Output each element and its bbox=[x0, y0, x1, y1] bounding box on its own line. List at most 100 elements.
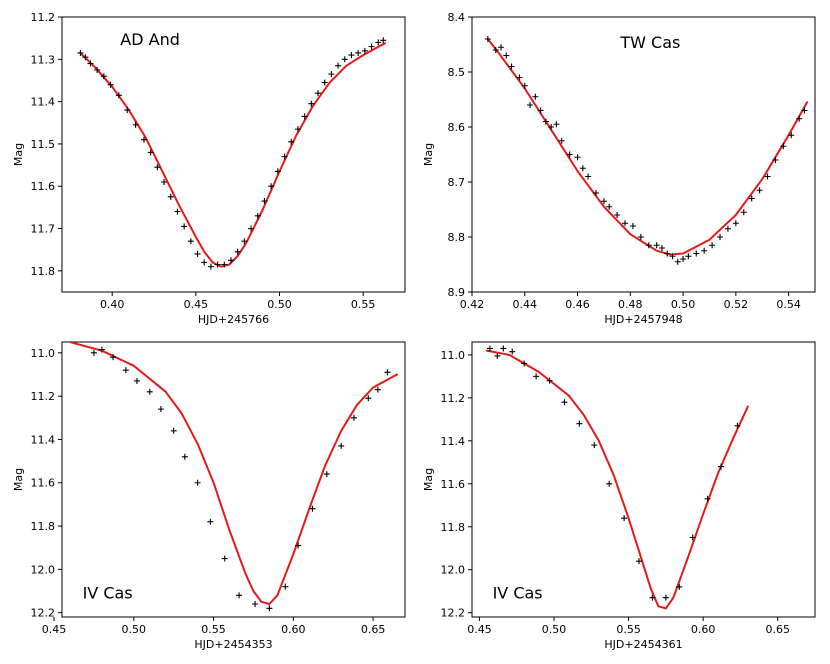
data-point bbox=[288, 138, 295, 145]
plot-data bbox=[484, 36, 809, 265]
x-tick-label: 0.40 bbox=[100, 298, 125, 311]
data-point bbox=[521, 82, 528, 89]
data-point bbox=[221, 555, 228, 562]
data-point bbox=[542, 118, 549, 125]
y-axis-label: Mag bbox=[12, 143, 25, 166]
y-axis-label: Mag bbox=[422, 143, 435, 166]
data-point bbox=[261, 198, 268, 205]
plot-title: AD And bbox=[120, 30, 180, 49]
data-point bbox=[614, 212, 621, 218]
data-point bbox=[772, 157, 779, 163]
data-point bbox=[717, 234, 724, 240]
x-tick-label: 0.65 bbox=[361, 623, 386, 636]
data-point bbox=[124, 107, 131, 114]
data-point bbox=[503, 52, 510, 59]
data-point bbox=[375, 39, 382, 46]
data-point bbox=[94, 66, 101, 73]
y-tick-label: 11.0 bbox=[31, 347, 56, 360]
data-point bbox=[764, 173, 771, 180]
x-tick-label: 0.54 bbox=[776, 298, 801, 311]
data-point bbox=[576, 420, 583, 427]
y-tick-label: 8.6 bbox=[448, 121, 466, 134]
data-point bbox=[621, 515, 628, 522]
data-point bbox=[732, 220, 739, 227]
data-point bbox=[680, 256, 687, 262]
data-point bbox=[689, 534, 696, 541]
data-point bbox=[187, 238, 194, 245]
data-point bbox=[368, 43, 375, 50]
data-point bbox=[309, 505, 316, 512]
data-point bbox=[207, 263, 214, 270]
data-point bbox=[553, 121, 560, 128]
chart-panel-2: 0.42 0.44 0.46 0.48 0.50 0.52 0.54 8.4 8.5 8.6 8.7… bbox=[422, 11, 816, 326]
data-point bbox=[98, 346, 105, 353]
x-tick-label: 0.45 bbox=[467, 623, 492, 636]
data-point bbox=[561, 399, 568, 406]
data-point bbox=[676, 583, 683, 590]
data-point bbox=[82, 54, 89, 61]
data-point bbox=[537, 107, 544, 114]
data-point bbox=[509, 348, 516, 355]
data-point bbox=[268, 183, 275, 190]
data-point bbox=[674, 258, 681, 265]
y-tick-label: 8.5 bbox=[448, 66, 466, 79]
y-tick-label: 11.8 bbox=[441, 521, 466, 534]
data-point bbox=[207, 518, 214, 525]
data-point bbox=[308, 100, 315, 107]
data-point bbox=[301, 113, 308, 120]
data-point bbox=[87, 60, 94, 67]
data-point bbox=[484, 36, 491, 42]
data-point bbox=[282, 583, 289, 590]
data-point bbox=[521, 360, 528, 367]
data-point bbox=[585, 173, 592, 180]
y-tick-label: 8.9 bbox=[448, 286, 466, 299]
data-point bbox=[266, 605, 273, 612]
x-tick-label: 0.48 bbox=[618, 298, 643, 311]
data-point bbox=[201, 259, 208, 266]
y-tick-label: 12.2 bbox=[31, 607, 56, 620]
y-tick-label: 11.8 bbox=[31, 265, 56, 278]
fit-curve bbox=[486, 38, 809, 256]
x-tick-label: 0.46 bbox=[565, 298, 590, 311]
data-point bbox=[637, 234, 644, 240]
data-point bbox=[167, 193, 174, 200]
data-point bbox=[241, 238, 248, 245]
data-point bbox=[252, 601, 259, 608]
data-point bbox=[664, 250, 671, 257]
data-point bbox=[274, 168, 281, 175]
y-axis-label: Mag bbox=[422, 468, 435, 491]
data-point bbox=[146, 388, 153, 395]
x-tick-label: 0.60 bbox=[691, 623, 716, 636]
data-point bbox=[558, 137, 565, 144]
data-point bbox=[693, 250, 700, 257]
data-point bbox=[724, 225, 731, 232]
data-point bbox=[636, 558, 643, 565]
plot-frame bbox=[471, 16, 816, 293]
fit-curve bbox=[485, 349, 749, 610]
data-point bbox=[629, 223, 636, 229]
x-tick-label: 0.50 bbox=[542, 623, 567, 636]
data-point bbox=[593, 190, 600, 196]
data-point bbox=[294, 126, 301, 133]
plot-title: TW Cas bbox=[619, 33, 680, 52]
data-point bbox=[494, 352, 501, 359]
fit-curve bbox=[79, 42, 386, 268]
data-point bbox=[384, 369, 391, 376]
data-point bbox=[77, 49, 84, 56]
plot-frame bbox=[61, 341, 406, 618]
data-point bbox=[653, 242, 660, 249]
data-point bbox=[335, 62, 342, 69]
data-point bbox=[801, 107, 808, 114]
data-point bbox=[527, 102, 534, 108]
data-point bbox=[161, 179, 168, 185]
data-point bbox=[122, 367, 129, 374]
data-point bbox=[574, 154, 581, 161]
y-tick-label: 11.6 bbox=[31, 477, 56, 490]
data-point bbox=[328, 71, 335, 78]
y-tick-label: 11.6 bbox=[31, 180, 56, 193]
data-point bbox=[174, 208, 181, 215]
data-point bbox=[756, 187, 763, 194]
data-point bbox=[194, 479, 201, 486]
plot-frame bbox=[61, 16, 406, 293]
